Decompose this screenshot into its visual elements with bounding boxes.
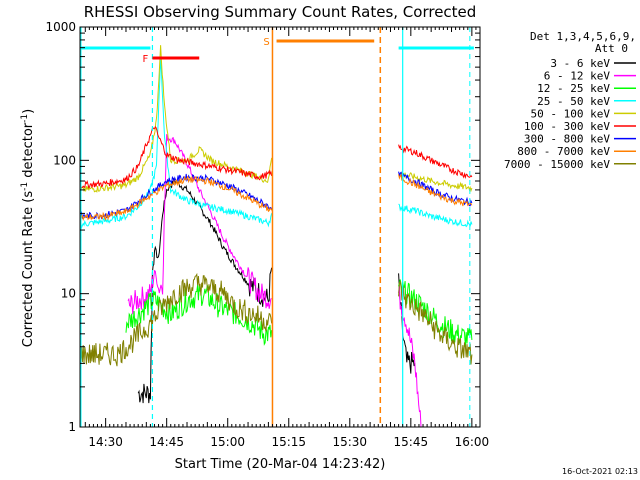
chart-title: RHESSI Observing Summary Count Rates, Co… [84, 3, 477, 21]
y-axis-label-sup1: -1 [20, 182, 30, 191]
y-tick-label-2: 100 [53, 153, 76, 167]
legend-label-5: 100 - 300 keV [524, 120, 610, 133]
y-axis-label-end: ) [21, 109, 36, 114]
series-line-3 [79, 59, 473, 230]
y-axis-label-mid: detector [21, 122, 36, 182]
legend-header-1: Det 1,3,4,5,6,9, [530, 30, 636, 43]
series-line-8 [79, 272, 473, 367]
series-line-5 [79, 125, 473, 189]
series-line-2 [125, 279, 473, 348]
series-line-7 [79, 173, 473, 223]
legend-label-3: 25 - 50 keV [537, 95, 610, 108]
legend-label-8: 7000 - 15000 keV [504, 158, 610, 171]
legend-label-0: 3 - 6 keV [550, 57, 610, 70]
flare-flag-label: F [143, 54, 149, 65]
legend-label-1: 6 - 12 keV [544, 70, 611, 83]
legend-label-4: 50 - 100 keV [531, 107, 611, 120]
y-axis-label: Corrected Count Rate (s-1 detector-1) [20, 109, 36, 347]
legend-label-7: 800 - 7000 keV [517, 145, 610, 158]
y-tick-label-1: 10 [61, 287, 76, 301]
x-tick-label-5: 15:45 [394, 435, 429, 449]
x-tick-label-4: 15:30 [332, 435, 367, 449]
plot-frame [79, 26, 481, 428]
x-tick-label-2: 15:00 [210, 435, 245, 449]
legend-label-2: 12 - 25 keV [537, 82, 610, 95]
timestamp: 16-Oct-2021 02:13 [562, 467, 638, 476]
legend-header-2: Att 0 [595, 42, 628, 55]
y-tick-label-0: 1 [68, 420, 76, 434]
series-line-4 [79, 45, 473, 193]
x-tick-label-6: 16:00 [455, 435, 490, 449]
y-tick-label-3: 1000 [45, 20, 76, 34]
legend-label-6: 300 - 800 keV [524, 133, 610, 146]
plot-area: F S 1 10 100 1000 14:30 14:45 15:00 15:15 15:30 15:… [45, 20, 489, 449]
x-tick-label-1: 14:45 [149, 435, 184, 449]
x-axis-label: Start Time (20-Mar-04 14:23:42) [175, 457, 386, 472]
svg-text:Corrected Count Rate (s-1 dete: Corrected Count Rate (s-1 detector-1) [20, 109, 36, 347]
x-tick-label-3: 15:15 [271, 435, 306, 449]
saa-flag-label: S [263, 37, 269, 48]
y-axis-label-sup2: -1 [20, 114, 30, 123]
y-axis-label-main: Corrected Count Rate (s [21, 191, 36, 348]
x-tick-label-0: 14:30 [88, 435, 123, 449]
